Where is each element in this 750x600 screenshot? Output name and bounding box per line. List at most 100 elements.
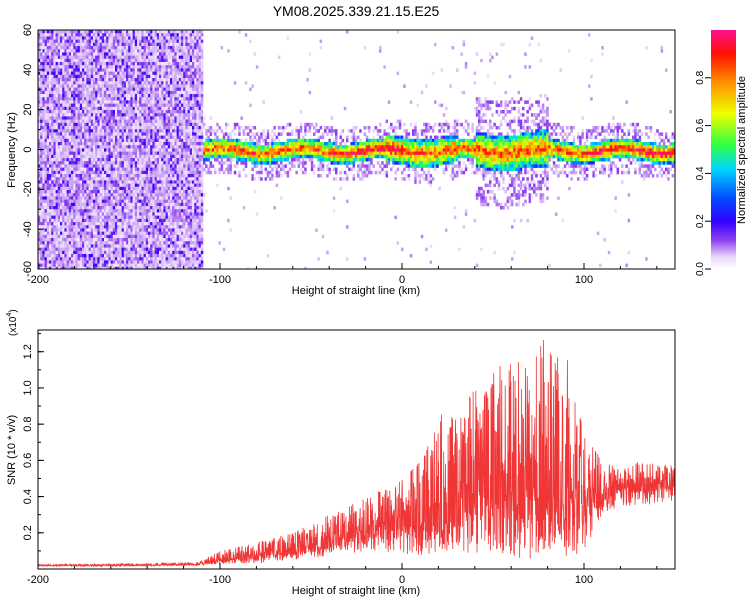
spectrogram-cell xyxy=(183,110,186,114)
spectrogram-cell xyxy=(86,126,89,130)
spectrogram-cell xyxy=(178,46,182,50)
spectrogram-cell xyxy=(101,46,105,50)
spectrogram-cell xyxy=(110,68,114,72)
spectrogram-cell xyxy=(86,202,89,207)
spectrogram-cell xyxy=(93,30,96,34)
spectrogram-cell xyxy=(66,193,70,197)
spectrogram-cell xyxy=(82,215,85,220)
spectrogram-cell xyxy=(150,113,153,117)
spectrogram-cell xyxy=(150,218,153,223)
spectrogram-cell xyxy=(183,58,186,63)
spectrogram-cell xyxy=(40,100,43,104)
spectrogram-cell xyxy=(104,151,107,156)
spectrogram-cell xyxy=(167,65,171,69)
spectrogram-cell xyxy=(143,247,147,252)
spectrogram-cell xyxy=(68,142,72,146)
spectrogram-cell xyxy=(68,174,72,178)
spectrogram-cell xyxy=(108,122,111,127)
spectrogram-cell xyxy=(99,103,103,108)
spectrogram-cell xyxy=(66,234,70,239)
spectrogram-cell xyxy=(62,42,65,47)
spectrogram-cell xyxy=(150,260,153,264)
spectrogram-cell xyxy=(161,39,164,44)
spectrogram-cell xyxy=(71,132,74,136)
spectrogram-cell xyxy=(77,206,81,210)
spectrogram-cell xyxy=(71,151,74,156)
spectrogram-cell xyxy=(165,46,169,50)
spectrogram-cell xyxy=(101,180,105,184)
spectrogram-cell xyxy=(159,52,162,56)
spectrogram-cell xyxy=(82,81,85,85)
spectrogram-cell xyxy=(167,55,171,60)
spectrogram-cell xyxy=(115,193,118,197)
spectrogram-cell xyxy=(130,71,133,76)
spectrogram-cell xyxy=(86,39,89,44)
spectrogram-cell xyxy=(79,212,83,216)
spectrogram-cell xyxy=(154,266,158,269)
spectrogram-cell xyxy=(57,212,61,216)
spectrogram-cell xyxy=(104,100,107,104)
spectrogram-cell xyxy=(152,266,155,269)
spectrogram-cell xyxy=(68,161,72,165)
spectrogram-cell xyxy=(90,234,94,239)
spectrogram-cell xyxy=(112,202,116,207)
spectrogram-cell xyxy=(73,119,76,124)
spectrogram-cell xyxy=(97,110,100,114)
spectrogram-cell xyxy=(152,161,155,165)
spectrogram-cell xyxy=(130,247,133,252)
spectrogram-cell xyxy=(137,250,140,255)
spectrogram-cell xyxy=(90,190,94,194)
spectrogram-cell xyxy=(46,238,50,242)
spectrogram-cell xyxy=(57,36,61,40)
spectrogram-cell xyxy=(77,161,81,165)
spectrogram-cell xyxy=(148,209,151,213)
spectrogram-cell xyxy=(42,167,45,172)
spectrogram-cell xyxy=(110,244,114,248)
spectrogram-cell xyxy=(60,52,63,56)
spectrogram-cell xyxy=(170,135,173,140)
spectrogram-cell xyxy=(62,87,65,92)
spectrogram-cell xyxy=(139,263,142,268)
spectrogram-cell xyxy=(132,202,136,207)
spectrogram-cell xyxy=(143,257,147,261)
spectrogram-cell xyxy=(112,154,116,159)
spectrogram-cell xyxy=(172,71,175,76)
spectrogram-cell xyxy=(75,250,78,255)
spectrogram-cell xyxy=(183,65,186,69)
spectrogram-cell xyxy=(88,234,92,239)
spectrogram-cell xyxy=(55,158,59,162)
spectrogram-cell xyxy=(159,218,162,223)
spectrogram-cell xyxy=(174,247,177,252)
spectrogram-cell xyxy=(154,228,158,232)
spectrogram-cell xyxy=(139,170,142,175)
spectrogram-cell xyxy=(176,129,180,133)
spectrogram-cell xyxy=(117,49,120,53)
spectrogram-cell xyxy=(132,33,136,37)
spectrogram-cell xyxy=(161,132,164,136)
spectrogram-cell xyxy=(110,161,114,165)
spectrogram-cell xyxy=(64,135,67,140)
spectrogram-cell xyxy=(170,116,173,120)
spectrogram-cell xyxy=(104,110,107,114)
spectrogram-cell xyxy=(174,74,177,79)
spectrogram-cell xyxy=(119,180,122,184)
spectrogram-cell xyxy=(132,71,136,76)
spectrogram-cell xyxy=(148,225,151,229)
spectrogram-cell xyxy=(38,250,41,255)
spectrogram-cell xyxy=(44,228,48,232)
spectrogram-cell xyxy=(101,39,105,44)
spectrogram-cell xyxy=(62,199,65,204)
spectrogram-cell xyxy=(86,222,89,226)
spectrogram-cell xyxy=(84,94,87,98)
spectrogram-cell xyxy=(60,199,63,204)
spectrogram-cell xyxy=(53,129,56,133)
spectrogram-cell xyxy=(139,142,142,146)
spectrogram-cell xyxy=(55,196,59,200)
spectrogram-cell xyxy=(95,113,98,117)
spectrogram-cell xyxy=(143,65,147,69)
spectrogram-cell xyxy=(77,186,81,191)
spectrogram-cell xyxy=(101,71,105,76)
spectrogram-cell xyxy=(128,263,131,268)
spectrogram-cell xyxy=(145,177,149,181)
spectrogram-cell xyxy=(88,113,92,117)
